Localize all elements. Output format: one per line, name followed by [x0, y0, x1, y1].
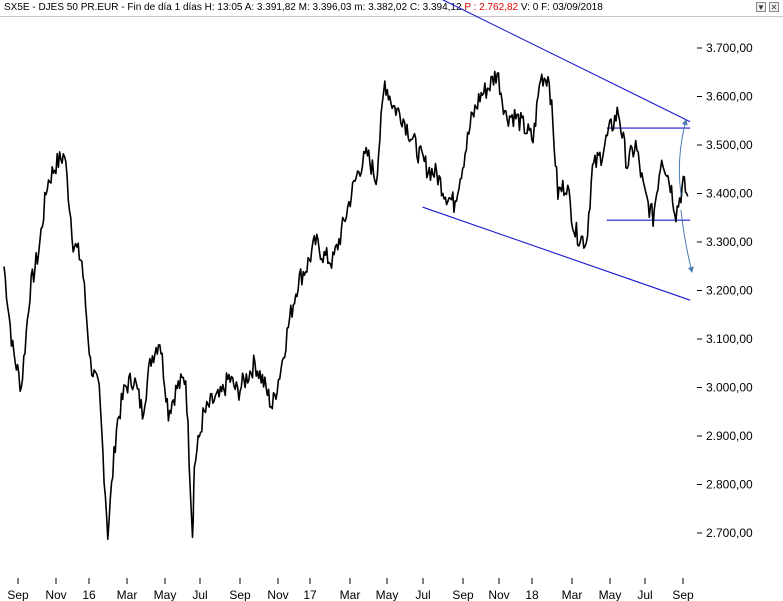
y-tick-label: 3.200,00 [706, 284, 753, 298]
time-label: H: 13:05 [204, 2, 243, 13]
y-tick-label: 3.700,00 [706, 41, 753, 55]
x-tick-label: 16 [82, 588, 96, 601]
trendline-1[interactable] [422, 206, 691, 301]
x-tick-label: Sep [452, 588, 474, 601]
x-tick-label: Nov [488, 588, 509, 601]
trendline-0[interactable] [422, 0, 691, 123]
price-series [3, 70, 689, 540]
quote-summary: SX5E - DJES 50 PR.EUR - Fin de día 1 día… [4, 2, 603, 13]
x-tick-label: Sep [7, 588, 29, 601]
x-tick-label: Nov [267, 588, 288, 601]
x-tick-label: Mar [117, 588, 138, 601]
x-tick-label: Jul [192, 588, 207, 601]
y-tick-label: 3.300,00 [706, 235, 753, 249]
projection-arrows [678, 119, 694, 273]
y-tick-label: 2.800,00 [706, 478, 753, 492]
x-tick-label: May [154, 588, 177, 601]
y-tick-label: 3.100,00 [706, 332, 753, 346]
x-tick-label: Jul [415, 588, 430, 601]
trendlines [422, 0, 691, 301]
down-arrow-icon [680, 209, 694, 273]
price-line [3, 70, 689, 540]
x-tick-label: May [599, 588, 622, 601]
close-label: C: 3.394,12 [409, 2, 462, 13]
x-tick-label: May [376, 588, 399, 601]
y-tick-label: 3.000,00 [706, 381, 753, 395]
y-tick-label: 3.600,00 [706, 90, 753, 104]
x-tick-label: Sep [672, 588, 694, 601]
symbol-label: SX5E - DJES 50 PR.EUR - Fin de día 1 día… [4, 2, 202, 13]
p-label: P : 2.762,82 [464, 2, 519, 13]
x-axis: Sep Nov 16 Mar May Jul Sep Nov 17 Mar May Jul Sep Nov… [7, 578, 694, 601]
y-tick-label: 2.900,00 [706, 429, 753, 443]
header-controls: ▼ ✕ [756, 2, 779, 12]
x-tick-label: 18 [525, 588, 539, 601]
chevron-down-icon[interactable]: ▼ [756, 2, 766, 12]
x-tick-label: Sep [229, 588, 251, 601]
y-tick-label: 2.700,00 [706, 526, 753, 540]
y-axis: 3.700,00 3.600,00 3.500,00 3.400,00 3.300,00… [697, 41, 753, 540]
max-label: M: 3.396,03 [298, 2, 352, 13]
open-label: A: 3.391,82 [244, 2, 296, 13]
x-tick-label: Mar [340, 588, 361, 601]
up-arrow-icon [678, 119, 688, 196]
min-label: m: 3.382,02 [354, 2, 408, 13]
y-tick-label: 3.400,00 [706, 187, 753, 201]
volume-label: V: 0 [520, 2, 539, 13]
chart-header: SX5E - DJES 50 PR.EUR - Fin de día 1 día… [0, 0, 783, 17]
y-tick-label: 3.500,00 [706, 138, 753, 152]
close-icon[interactable]: ✕ [769, 2, 779, 12]
x-tick-label: Nov [45, 588, 66, 601]
date-label: F: 03/09/2018 [541, 2, 603, 13]
x-tick-label: 17 [303, 588, 317, 601]
x-tick-label: Mar [562, 588, 583, 601]
x-tick-label: Jul [637, 588, 652, 601]
